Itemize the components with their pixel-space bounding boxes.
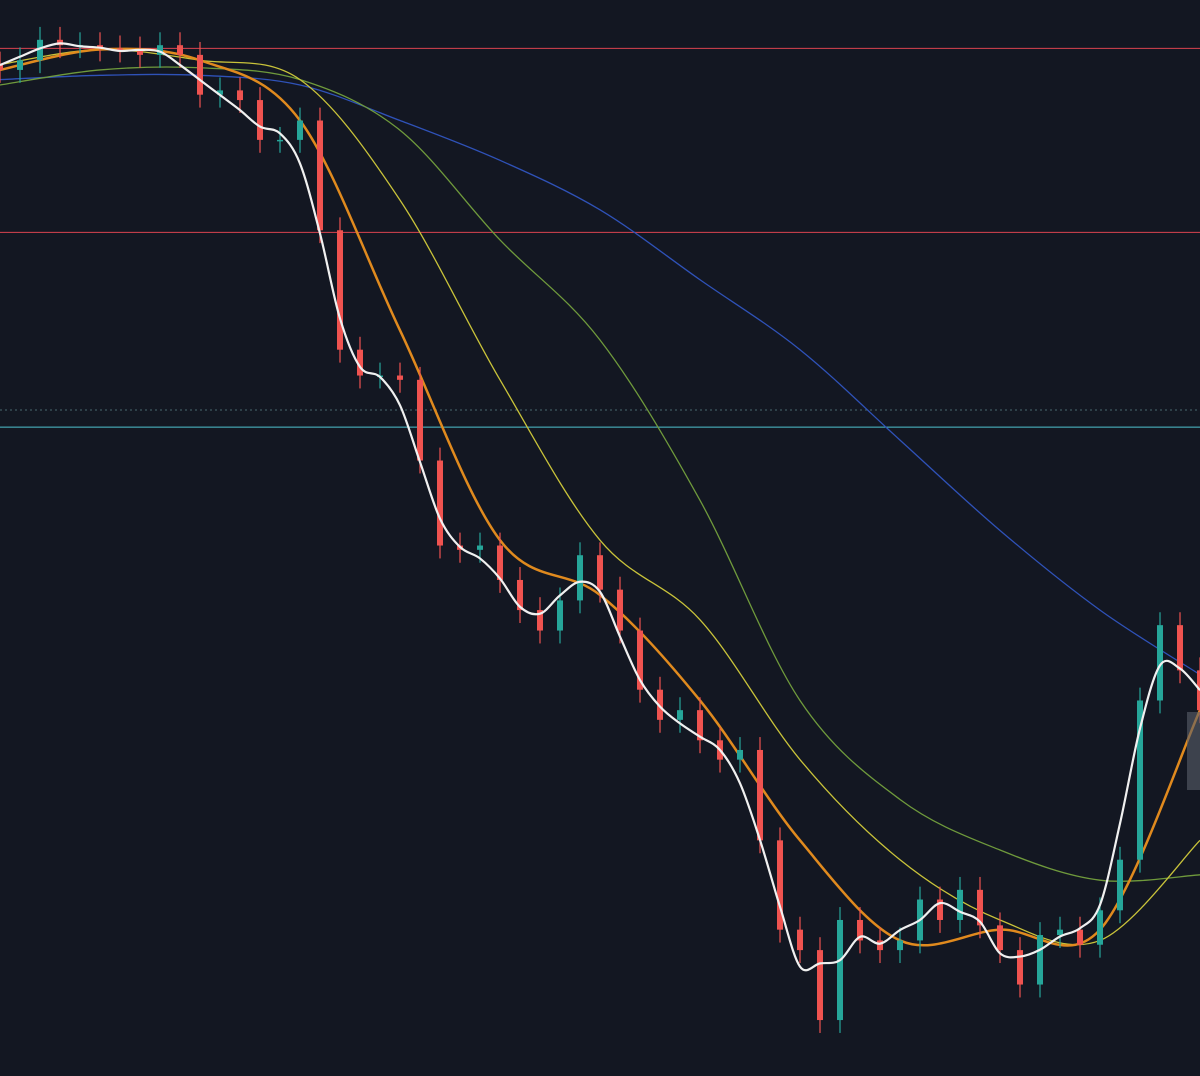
candle-up <box>1057 929 1063 936</box>
candle-up <box>1037 935 1043 985</box>
candle-up <box>577 555 583 601</box>
candle-down <box>637 630 643 690</box>
candle-up <box>1097 910 1103 945</box>
candle-up <box>1117 859 1123 911</box>
candle-up <box>157 45 163 55</box>
candle-down <box>337 230 343 350</box>
candle-down <box>1177 625 1183 671</box>
candle-up <box>957 889 963 920</box>
candle-down <box>497 545 503 580</box>
candle-down <box>257 100 263 140</box>
candle-up <box>17 60 23 70</box>
candle-down <box>517 579 523 611</box>
candle-down <box>997 925 1003 951</box>
candle-up <box>737 749 743 760</box>
candle-down <box>617 589 623 631</box>
candle-up <box>1157 625 1163 701</box>
candle-up <box>217 90 223 95</box>
candle-up <box>297 120 303 140</box>
candle-down <box>1017 950 1023 985</box>
candle-down <box>417 379 423 461</box>
candle-down <box>817 950 823 1021</box>
candle-down <box>117 48 123 50</box>
candle-down <box>977 889 983 926</box>
candle-down <box>177 45 183 55</box>
candle-down <box>137 49 143 55</box>
moving-average-line <box>0 66 1200 882</box>
candle-down <box>537 610 543 631</box>
candle-down <box>317 120 323 231</box>
candle-down <box>857 919 863 941</box>
fast-ma-line <box>0 42 1200 972</box>
candle-down <box>1077 929 1083 945</box>
candle-down <box>697 710 703 741</box>
candle-up <box>677 710 683 720</box>
candle-down <box>877 940 883 951</box>
candle-down <box>237 90 243 101</box>
price-range-highlight <box>1187 712 1200 790</box>
candle-down <box>777 840 783 930</box>
candle-down <box>937 899 943 920</box>
candle-down <box>797 929 803 951</box>
candle-down <box>757 749 763 841</box>
candle-down <box>397 375 403 380</box>
candle-up <box>1137 700 1143 860</box>
candle-up <box>897 940 903 951</box>
candle-down <box>657 689 663 720</box>
candle-up <box>477 545 483 550</box>
candle-up <box>277 139 283 142</box>
candle-down <box>357 349 363 376</box>
candle-up <box>557 600 563 631</box>
candle-down <box>597 555 603 590</box>
horizontal-levels <box>0 47 1200 428</box>
candle-up <box>837 919 843 1021</box>
candle-up <box>37 39 43 61</box>
fast-ma <box>0 42 1200 972</box>
candle-down <box>1197 670 1200 711</box>
candle-down <box>0 64 3 70</box>
candle-down <box>437 460 443 546</box>
candle-down <box>197 54 203 95</box>
